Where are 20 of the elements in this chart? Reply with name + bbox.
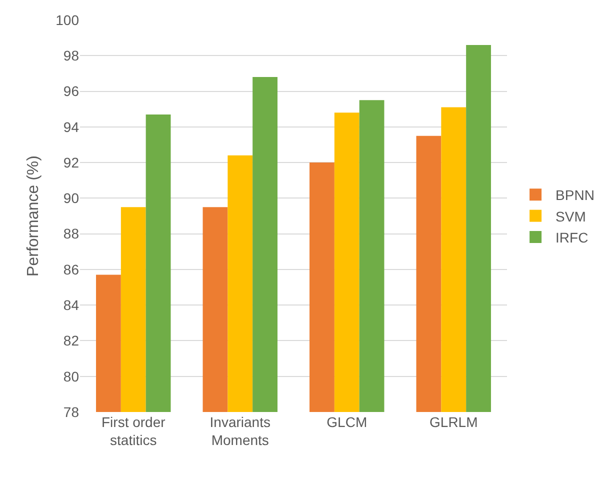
y-tick-label: 80 — [63, 368, 80, 384]
legend-label: BPNN — [556, 187, 594, 204]
y-tick-label: 100 — [56, 12, 80, 28]
legend-label: SVM — [556, 208, 586, 224]
y-tick-label: 86 — [63, 261, 80, 278]
y-tick-label: 90 — [63, 190, 80, 206]
y-tick-label: 78 — [63, 404, 80, 420]
y-tick-label: 88 — [63, 226, 80, 242]
x-tick-label: GLRLM — [430, 414, 478, 430]
y-axis-title: Performance (%) — [25, 156, 42, 276]
legend-label: IRFC — [556, 229, 588, 246]
y-tick-label: 94 — [63, 118, 80, 135]
x-tick-label: First order statitics — [101, 414, 166, 448]
x-tick-label: Invariants Moments — [210, 414, 270, 448]
y-tick-label: 82 — [63, 332, 80, 349]
y-tick-label: 96 — [63, 83, 80, 100]
x-tick-label: GLCM — [326, 414, 368, 430]
y-tick-label: 84 — [63, 296, 80, 313]
y-tick-label: 98 — [63, 48, 80, 64]
y-tick-label: 92 — [63, 154, 80, 170]
